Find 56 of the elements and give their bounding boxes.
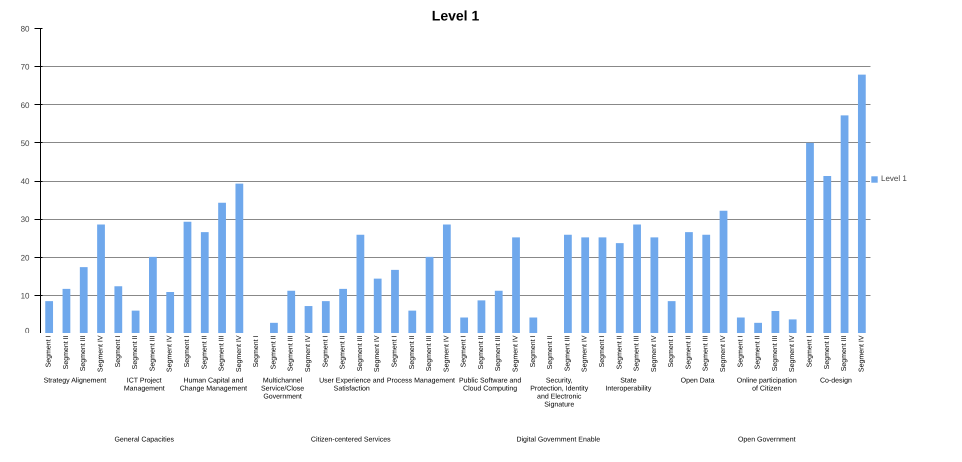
bar	[132, 310, 140, 333]
bar	[426, 256, 434, 333]
y-tick-label: 50	[20, 138, 30, 148]
bar	[633, 224, 641, 333]
bar	[788, 319, 797, 333]
bar	[736, 317, 745, 333]
bar	[304, 306, 312, 333]
bar	[702, 234, 710, 333]
bar	[408, 310, 416, 333]
bar	[235, 184, 244, 333]
bar	[668, 301, 676, 333]
bar	[616, 243, 624, 333]
bar	[166, 292, 174, 333]
bar	[840, 115, 848, 333]
chart-title: Level 1	[432, 8, 480, 24]
bar	[356, 234, 364, 333]
bar	[806, 142, 814, 333]
bar	[114, 286, 122, 333]
y-tick-label: 30	[20, 215, 30, 224]
bar	[200, 232, 209, 333]
bar	[62, 288, 70, 333]
bar	[442, 224, 451, 333]
bar	[685, 232, 693, 333]
bar	[80, 267, 88, 333]
bar	[184, 222, 192, 333]
bar	[858, 74, 866, 333]
bar	[391, 270, 399, 333]
bar	[720, 210, 728, 333]
bar	[45, 301, 54, 333]
y-tick-label: 60	[20, 100, 30, 110]
bar	[218, 202, 226, 333]
y-tick-label: 80	[20, 24, 30, 34]
bar	[374, 278, 382, 333]
bar	[287, 290, 296, 333]
bar	[149, 256, 157, 333]
bar	[650, 237, 658, 333]
bar	[754, 322, 762, 333]
bar	[564, 234, 572, 333]
y-tick-label: 70	[20, 62, 30, 72]
bar	[581, 237, 590, 333]
bar	[322, 301, 330, 333]
y-tick-label: 20	[20, 253, 30, 262]
bar	[339, 288, 347, 333]
bar	[97, 224, 105, 333]
bar	[270, 322, 278, 333]
bar	[772, 311, 780, 333]
y-tick-label: 40	[20, 177, 30, 186]
bar	[460, 317, 468, 333]
legend-label: Level 1	[881, 174, 907, 183]
bar	[529, 317, 538, 333]
bar	[512, 237, 520, 333]
y-tick-label: 10	[20, 291, 30, 300]
bar	[494, 290, 503, 333]
bar	[478, 300, 486, 333]
bar	[823, 176, 832, 333]
bar	[598, 237, 606, 333]
